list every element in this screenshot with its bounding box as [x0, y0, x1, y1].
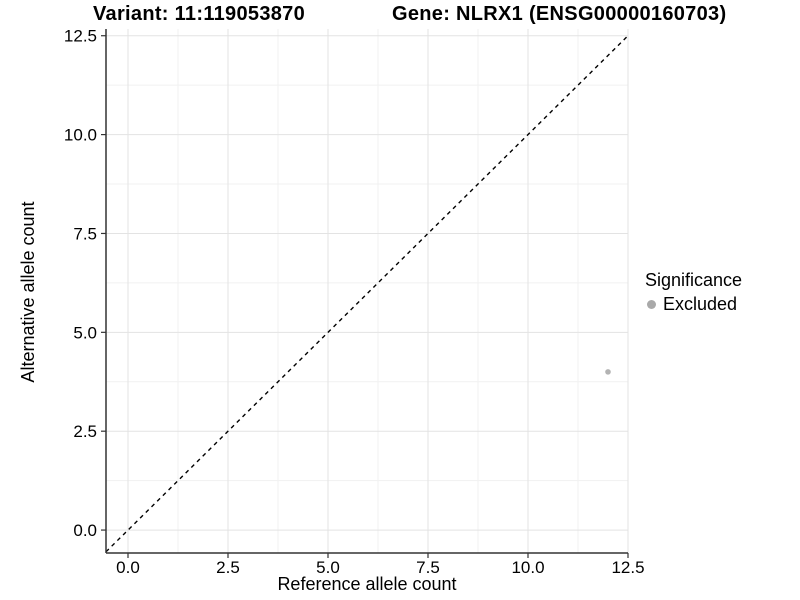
- x-tick-label: 5.0: [316, 558, 340, 577]
- x-axis-title: Reference allele count: [277, 574, 457, 594]
- data-point: [605, 369, 611, 375]
- x-tick-label: 7.5: [416, 558, 440, 577]
- y-tick-label: 7.5: [73, 224, 97, 243]
- legend: Significance Excluded: [645, 271, 742, 313]
- y-axis-title: Alternative allele count: [18, 201, 38, 383]
- plot-title-variant: Variant: 11:119053870: [93, 3, 306, 25]
- y-tick-label: 5.0: [73, 323, 97, 342]
- y-tick-label: 10.0: [64, 126, 97, 145]
- x-tick-label: 12.5: [611, 558, 644, 577]
- y-tick-label: 12.5: [64, 27, 97, 46]
- plot-title-gene: Gene: NLRX1 (ENSG00000160703): [392, 3, 727, 25]
- legend-item-label: Excluded: [663, 294, 738, 314]
- legend-title: Significance: [645, 270, 743, 290]
- y-tick-label: 2.5: [73, 422, 97, 441]
- x-tick-label: 2.5: [216, 558, 240, 577]
- identity-line: [105, 35, 629, 553]
- legend-item-excluded: Excluded: [645, 295, 742, 313]
- x-tick-label: 0.0: [116, 558, 140, 577]
- excluded-point-icon: [647, 299, 656, 309]
- y-tick-label: 0.0: [73, 521, 97, 540]
- x-tick-label: 10.0: [511, 558, 544, 577]
